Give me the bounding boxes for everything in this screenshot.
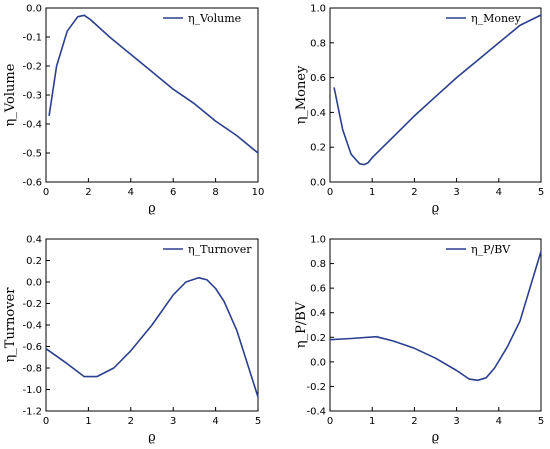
x-tick-label: 5 xyxy=(538,416,544,427)
x-tick-label: 2 xyxy=(411,416,417,427)
chart-panel: 0 2 4 6 8 10 0.0 -0.1 -0.2 -0.3 -0.4 -0.5 -0.6 ϱ η_Vol… xyxy=(3,4,264,217)
x-tick-label: 0 xyxy=(43,187,49,198)
y-tick-label: -0.4 xyxy=(22,321,42,332)
y-axis-label: η_Volume xyxy=(3,63,18,126)
legend-label: η_P/BV xyxy=(471,243,511,256)
x-tick-label: 5 xyxy=(255,416,261,427)
y-tick-label: -0.1 xyxy=(22,33,42,44)
x-tick-label: 1 xyxy=(369,416,375,427)
legend-label: η_Money xyxy=(471,12,522,25)
x-tick-label: 4 xyxy=(212,416,218,427)
x-tick-label: 2 xyxy=(411,187,417,198)
x-axis-label: ϱ xyxy=(148,201,156,216)
y-tick-label: -0.3 xyxy=(22,91,42,102)
y-tick-label: 0.4 xyxy=(310,308,326,319)
y-tick-label: 0.4 xyxy=(310,108,326,119)
y-tick-label: -0.8 xyxy=(22,364,42,375)
x-tick-label: 0 xyxy=(43,416,49,427)
x-tick-label: 6 xyxy=(170,187,176,198)
y-tick-label: -0.2 xyxy=(22,62,42,73)
y-axis-label: η_P/BV xyxy=(294,301,309,348)
series-line xyxy=(48,14,259,154)
y-tick-label: 0.0 xyxy=(310,357,326,368)
x-tick-label: 1 xyxy=(369,187,375,198)
plot-frame xyxy=(329,238,542,412)
series-line xyxy=(45,276,259,398)
y-tick-label: 0.0 xyxy=(26,4,42,15)
y-tick-label: 0.8 xyxy=(310,38,326,49)
x-tick-label: 4 xyxy=(128,187,134,198)
x-axis-label: ϱ xyxy=(432,430,440,445)
y-tick-label: 0.4 xyxy=(26,235,42,246)
y-tick-label: -0.4 xyxy=(306,407,326,418)
series-line xyxy=(329,250,542,382)
y-tick-label: 0.2 xyxy=(310,333,326,344)
x-axis-label: ϱ xyxy=(432,201,440,216)
x-tick-label: 3 xyxy=(170,416,176,427)
y-tick-label: 1.0 xyxy=(310,235,326,246)
x-tick-label: 2 xyxy=(85,187,91,198)
y-tick-label: -1.2 xyxy=(22,407,42,418)
x-tick-label: 5 xyxy=(538,187,544,198)
y-tick-label: 0.8 xyxy=(310,259,326,270)
plot-frame xyxy=(45,7,259,183)
y-tick-label: -0.5 xyxy=(22,149,42,160)
legend-label: η_Volume xyxy=(188,12,241,25)
x-tick-label: 3 xyxy=(453,416,459,427)
y-tick-label: -1.0 xyxy=(22,385,42,396)
y-tick-label: 1.0 xyxy=(310,4,326,15)
plot-frame xyxy=(329,7,542,183)
x-tick-label: 1 xyxy=(85,416,91,427)
x-tick-label: 10 xyxy=(252,187,265,198)
y-tick-label: 0.0 xyxy=(26,278,42,289)
x-tick-label: 8 xyxy=(212,187,218,198)
y-tick-label: 0.6 xyxy=(310,73,326,84)
y-tick-label: -0.6 xyxy=(22,342,42,353)
x-axis-label: ϱ xyxy=(148,430,156,445)
y-axis-label: η_Turnover xyxy=(3,287,18,363)
y-tick-label: 0.6 xyxy=(310,284,326,295)
y-tick-label: 0.2 xyxy=(26,256,42,267)
legend-label: η_Turnover xyxy=(188,243,252,256)
chart-panel: 0 1 2 3 4 5 1.0 0.8 0.6 0.4 0.2 0.0 -0.2 -0.4 ϱ η_P/BV η… xyxy=(294,235,544,446)
x-tick-label: 4 xyxy=(496,416,502,427)
y-tick-label: 0.0 xyxy=(310,178,326,189)
chart-panel: 0 1 2 3 4 5 0.4 0.2 0.0 -0.2 -0.4 -0.6 -0.8 -1.0 -1.2 ϱ… xyxy=(3,235,261,446)
y-tick-label: -0.2 xyxy=(306,382,326,393)
x-tick-label: 4 xyxy=(496,187,502,198)
y-tick-label: -0.4 xyxy=(22,120,42,131)
x-tick-label: 2 xyxy=(128,416,134,427)
x-tick-label: 0 xyxy=(327,416,333,427)
chart-panel: 0 1 2 3 4 5 1.0 0.8 0.6 0.4 0.2 0.0 ϱ η_Money η_Money xyxy=(294,4,544,217)
x-tick-label: 0 xyxy=(327,187,333,198)
series-line xyxy=(333,14,542,166)
y-axis-label: η_Money xyxy=(294,65,309,124)
x-tick-label: 3 xyxy=(453,187,459,198)
y-tick-label: -0.6 xyxy=(22,178,42,189)
y-tick-label: -0.2 xyxy=(22,299,42,310)
y-tick-label: 0.2 xyxy=(310,143,326,154)
